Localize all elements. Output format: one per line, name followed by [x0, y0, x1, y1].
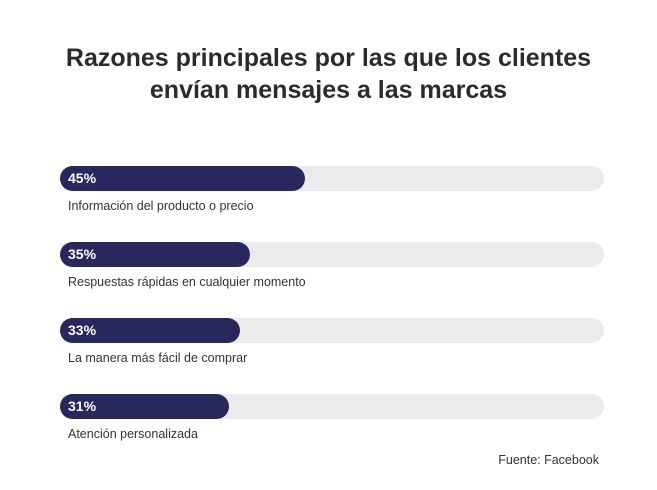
category-label: Información del producto o precio — [68, 199, 254, 213]
bar — [60, 166, 305, 191]
bar-row: 35% Respuestas rápidas en cualquier momen… — [60, 242, 604, 302]
bar-track: 45% — [60, 166, 604, 191]
bar — [60, 242, 251, 267]
chart-title-line-1: Razones principales por las que los clie… — [65, 44, 592, 72]
chart-title-line-2: envían mensajes a las marcas — [149, 76, 508, 104]
bar-track: 33% — [60, 318, 604, 343]
bar — [60, 394, 229, 419]
bar-value-label: 45% — [68, 170, 97, 186]
bar-track: 31% — [60, 394, 604, 419]
bar-row: 45% Información del producto o precio — [60, 166, 604, 226]
bar-value-label: 33% — [68, 322, 97, 338]
category-label: Atención personalizada — [68, 427, 198, 441]
category-label: La manera más fácil de comprar — [68, 351, 248, 365]
category-label: Respuestas rápidas en cualquier momento — [68, 275, 306, 289]
chart-title: Razones principales por las que los clie… — [0, 42, 657, 106]
bar-value-label: 31% — [68, 398, 97, 414]
source-note: Fuente: Facebook — [498, 453, 599, 467]
bar-row: 31% Atención personalizada — [60, 394, 604, 454]
bar-value-label: 35% — [68, 246, 97, 262]
bar — [60, 318, 240, 343]
bar-row: 33% La manera más fácil de comprar — [60, 318, 604, 378]
bar-track: 35% — [60, 242, 604, 267]
